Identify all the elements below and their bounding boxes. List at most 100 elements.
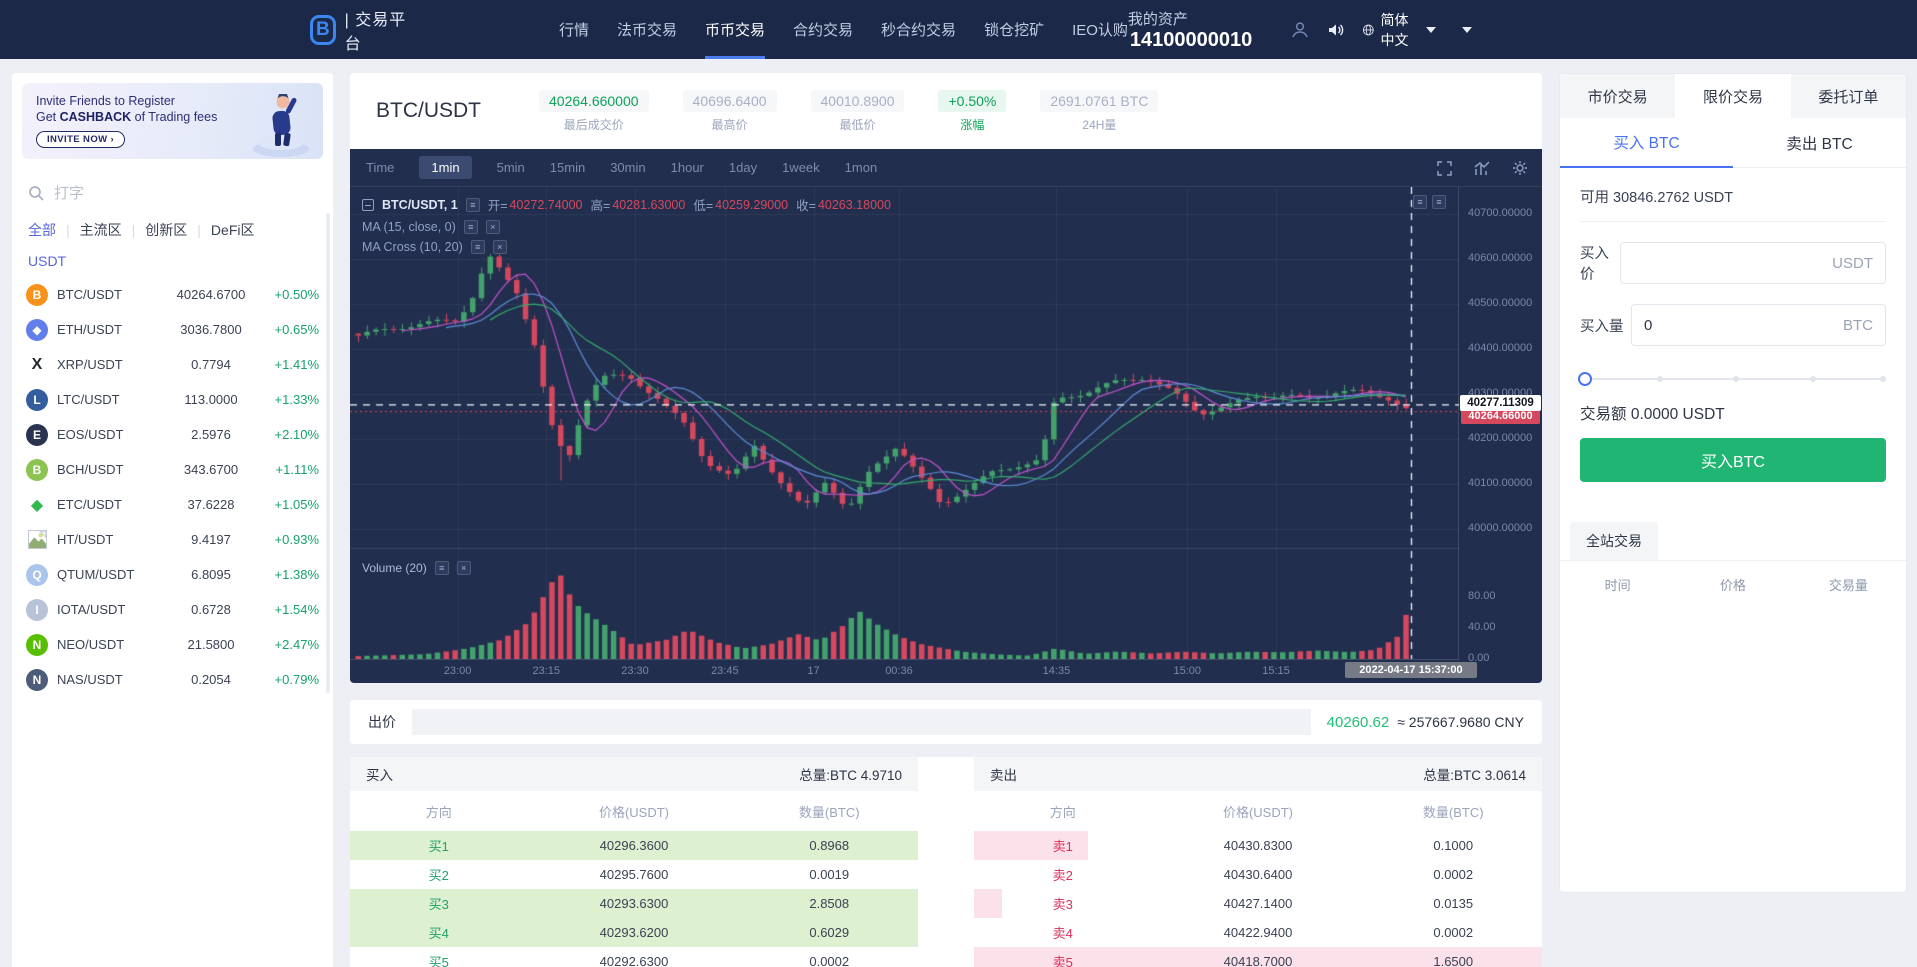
menu-caret-icon[interactable]: [1462, 26, 1472, 33]
nav-item-2[interactable]: 法币交易: [617, 22, 678, 39]
side-tab-1[interactable]: 买入 BTC: [1560, 118, 1733, 168]
logo[interactable]: B | 交易平台: [310, 6, 409, 54]
order-amount: 2.8508: [809, 896, 850, 911]
slider-dot-75[interactable]: [1809, 376, 1816, 382]
interval-Time[interactable]: Time: [366, 160, 395, 175]
market-tab-4[interactable]: DeFi区: [210, 222, 255, 238]
market-tab-3[interactable]: 创新区: [145, 222, 188, 238]
buy-submit-button[interactable]: 买入BTC: [1580, 438, 1886, 482]
stat-value: +0.50%: [938, 89, 1007, 112]
coin-row[interactable]: B BTC/USDT 40264.6700 +0.50%: [12, 277, 333, 312]
volume-close-icon[interactable]: ×: [456, 561, 471, 575]
interval-15min[interactable]: 15min: [549, 160, 586, 175]
coin-row[interactable]: HT/USDT 9.4197 +0.93%: [12, 522, 333, 557]
nav-item-5[interactable]: 秒合约交易: [881, 22, 957, 39]
user-icon[interactable]: [1290, 20, 1310, 40]
ma-label: MA (15, close, 0): [362, 220, 456, 234]
price-axis[interactable]: 40264.66000 40277.11309 40700.00000 40600…: [1458, 187, 1542, 664]
site-trades-tab[interactable]: 全站交易: [1570, 522, 1658, 560]
chart-settings-gear-icon[interactable]: [1512, 160, 1528, 176]
market-tab-1[interactable]: 全部: [28, 222, 56, 238]
ma-cross-settings-icon[interactable]: ≡: [470, 240, 485, 254]
ma-close-icon[interactable]: ×: [485, 220, 500, 234]
indicator-box-1[interactable]: ≡: [1413, 195, 1427, 209]
interval-1day[interactable]: 1day: [728, 160, 758, 175]
volume-settings-icon[interactable]: ≡: [434, 561, 449, 575]
coin-price: 2.5976: [191, 427, 231, 442]
interval-1min[interactable]: 1min: [419, 156, 472, 179]
interval-30min[interactable]: 30min: [610, 160, 646, 175]
ma-settings-icon[interactable]: ≡: [463, 220, 478, 234]
sidebar-scrollbar[interactable]: [326, 213, 330, 693]
order-row[interactable]: 买2 40295.7600 0.0019: [350, 860, 918, 889]
nav-item-4[interactable]: 合约交易: [793, 22, 854, 39]
bch-icon: B: [26, 458, 48, 481]
order-row[interactable]: 买5 40292.6300 0.0002: [350, 947, 918, 967]
coin-row[interactable]: N NAS/USDT 0.2054 +0.79%: [12, 662, 333, 697]
buy-price-input[interactable]: [1633, 254, 1833, 272]
market-tab-2[interactable]: 主流区: [79, 222, 122, 238]
coin-price: 37.6228: [187, 497, 235, 512]
invite-now-button[interactable]: INVITE NOW ›: [36, 131, 126, 148]
language-switcher[interactable]: 简体中文: [1362, 10, 1436, 50]
search-input[interactable]: [54, 185, 294, 202]
order-row[interactable]: 买1 40296.3600 0.8968: [350, 831, 918, 860]
trade-tab-1[interactable]: 市价交易: [1560, 74, 1676, 118]
coin-row[interactable]: E EOS/USDT 2.5976 +2.10%: [12, 417, 333, 452]
coin-row[interactable]: ◆ ETC/USDT 37.6228 +1.05%: [12, 487, 333, 522]
ma-cross-close-icon[interactable]: ×: [492, 240, 507, 254]
subtab-usdt[interactable]: USDT: [28, 253, 67, 269]
trade-tab-2[interactable]: 限价交易: [1675, 74, 1791, 118]
ticker-bar: 出价 40260.62 ≈ 257667.9680 CNY: [350, 700, 1542, 744]
page-body: Invite Friends to Register Get CASHBACK …: [0, 59, 1917, 967]
column-header: 方向: [425, 804, 452, 820]
nav-item-3[interactable]: 币币交易: [705, 0, 766, 59]
chart-area[interactable]: BTC/USDT, 1 ≡ 开= 40272.74000 高= 40281.6300…: [350, 187, 1542, 683]
depth-bar: [350, 918, 918, 947]
open-label: 开=: [487, 199, 508, 213]
assets-link[interactable]: 我的资产 14100000010: [1128, 8, 1274, 52]
slider-dot-25[interactable]: [1656, 376, 1663, 382]
chart-block: Time 1min 5min 15min 30min 1hour 1day 1week 1mon: [350, 149, 1542, 683]
order-dir: 卖2: [1052, 868, 1073, 883]
side-tab-2[interactable]: 卖出 BTC: [1733, 118, 1906, 168]
slider-dot-100[interactable]: [1880, 376, 1886, 382]
amount-slider[interactable]: [1578, 372, 1886, 386]
slider-handle[interactable]: [1578, 372, 1592, 386]
coin-row[interactable]: L LTC/USDT 113.0000 +1.33%: [12, 382, 333, 417]
symbol-settings-icon[interactable]: ≡: [465, 197, 480, 212]
order-row[interactable]: 卖1 40430.8300 0.1000: [974, 831, 1542, 860]
trade-tab-3[interactable]: 委托订单: [1790, 74, 1906, 118]
coin-row[interactable]: N NEO/USDT 21.5800 +2.47%: [12, 627, 333, 662]
candlestick-chart-canvas[interactable]: [350, 187, 1459, 659]
indicator-chart-icon[interactable]: [1474, 160, 1490, 176]
interval-5min[interactable]: 5min: [496, 160, 525, 175]
order-row[interactable]: 卖4 40422.9400 0.0002: [974, 918, 1542, 947]
collapse-legend-icon[interactable]: [362, 198, 374, 211]
nav-item-7[interactable]: IEO认购: [1072, 22, 1128, 39]
tab-separator: |: [197, 222, 201, 238]
nav-item-1[interactable]: 行情: [558, 22, 589, 39]
invite-banner[interactable]: Invite Friends to Register Get CASHBACK …: [22, 83, 323, 159]
interval-1week[interactable]: 1week: [782, 160, 820, 175]
coin-row[interactable]: B BCH/USDT 343.6700 +1.11%: [12, 452, 333, 487]
order-row[interactable]: 买3 40293.6300 2.8508: [350, 889, 918, 918]
coin-row[interactable]: X XRP/USDT 0.7794 +1.41%: [12, 347, 333, 382]
coin-row[interactable]: ◆ ETH/USDT 3036.7800 +0.65%: [12, 312, 333, 347]
coin-row[interactable]: I IOTA/USDT 0.6728 +1.54%: [12, 592, 333, 627]
site-header: 时间: [1604, 578, 1631, 593]
buy-amount-input[interactable]: [1644, 316, 1843, 334]
coin-row[interactable]: Q QTUM/USDT 6.8095 +1.38%: [12, 557, 333, 592]
time-axis[interactable]: 2022-04-17 15:37:00 23:00 23:15 23:30 23:45…: [350, 659, 1477, 683]
slider-dot-50[interactable]: [1733, 376, 1739, 382]
nav-item-6[interactable]: 锁仓挖矿: [984, 22, 1045, 39]
announcement-speaker-icon[interactable]: [1326, 20, 1346, 40]
fullscreen-icon[interactable]: [1437, 160, 1452, 176]
order-row[interactable]: 卖5 40418.7000 1.6500: [974, 947, 1542, 967]
interval-1hour[interactable]: 1hour: [670, 160, 704, 175]
order-row[interactable]: 卖3 40427.1400 0.0135: [974, 889, 1542, 918]
order-row[interactable]: 卖2 40430.6400 0.0002: [974, 860, 1542, 889]
order-row[interactable]: 买4 40293.6200 0.6029: [350, 918, 918, 947]
interval-1mon[interactable]: 1mon: [844, 160, 878, 175]
indicator-box-2[interactable]: ≡: [1432, 195, 1446, 209]
